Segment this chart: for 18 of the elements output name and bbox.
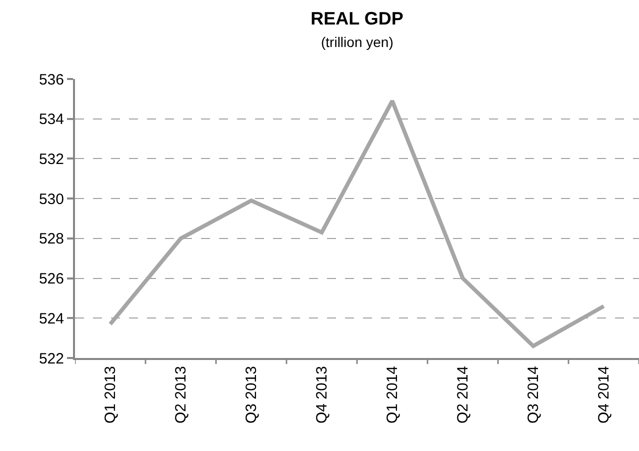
- x-tick-label: Q4 2014: [596, 366, 613, 424]
- y-tick-label: 526: [38, 270, 64, 288]
- y-tick-label: 534: [38, 111, 64, 128]
- x-tick-label: Q3 2013: [243, 366, 260, 424]
- chart-title: REAL GDP: [310, 8, 404, 28]
- x-tick-label: Q2 2013: [172, 366, 190, 424]
- x-tick-label: Q2 2014: [454, 366, 472, 424]
- y-tick-label: 522: [38, 350, 64, 368]
- y-tick-label: 524: [38, 310, 64, 328]
- y-tick-label: 528: [38, 230, 64, 248]
- x-tick-label: Q4 2013: [314, 366, 331, 424]
- y-tick-label: 530: [38, 190, 64, 208]
- y-tick-label: 532: [38, 150, 64, 168]
- chart-subtitle: (trillion yen): [321, 34, 394, 50]
- x-tick-label: Q1 2014: [384, 366, 402, 424]
- x-tick-label: Q1 2013: [102, 366, 120, 424]
- y-tick-label: 536: [38, 71, 64, 88]
- x-tick-label: Q3 2014: [525, 366, 542, 424]
